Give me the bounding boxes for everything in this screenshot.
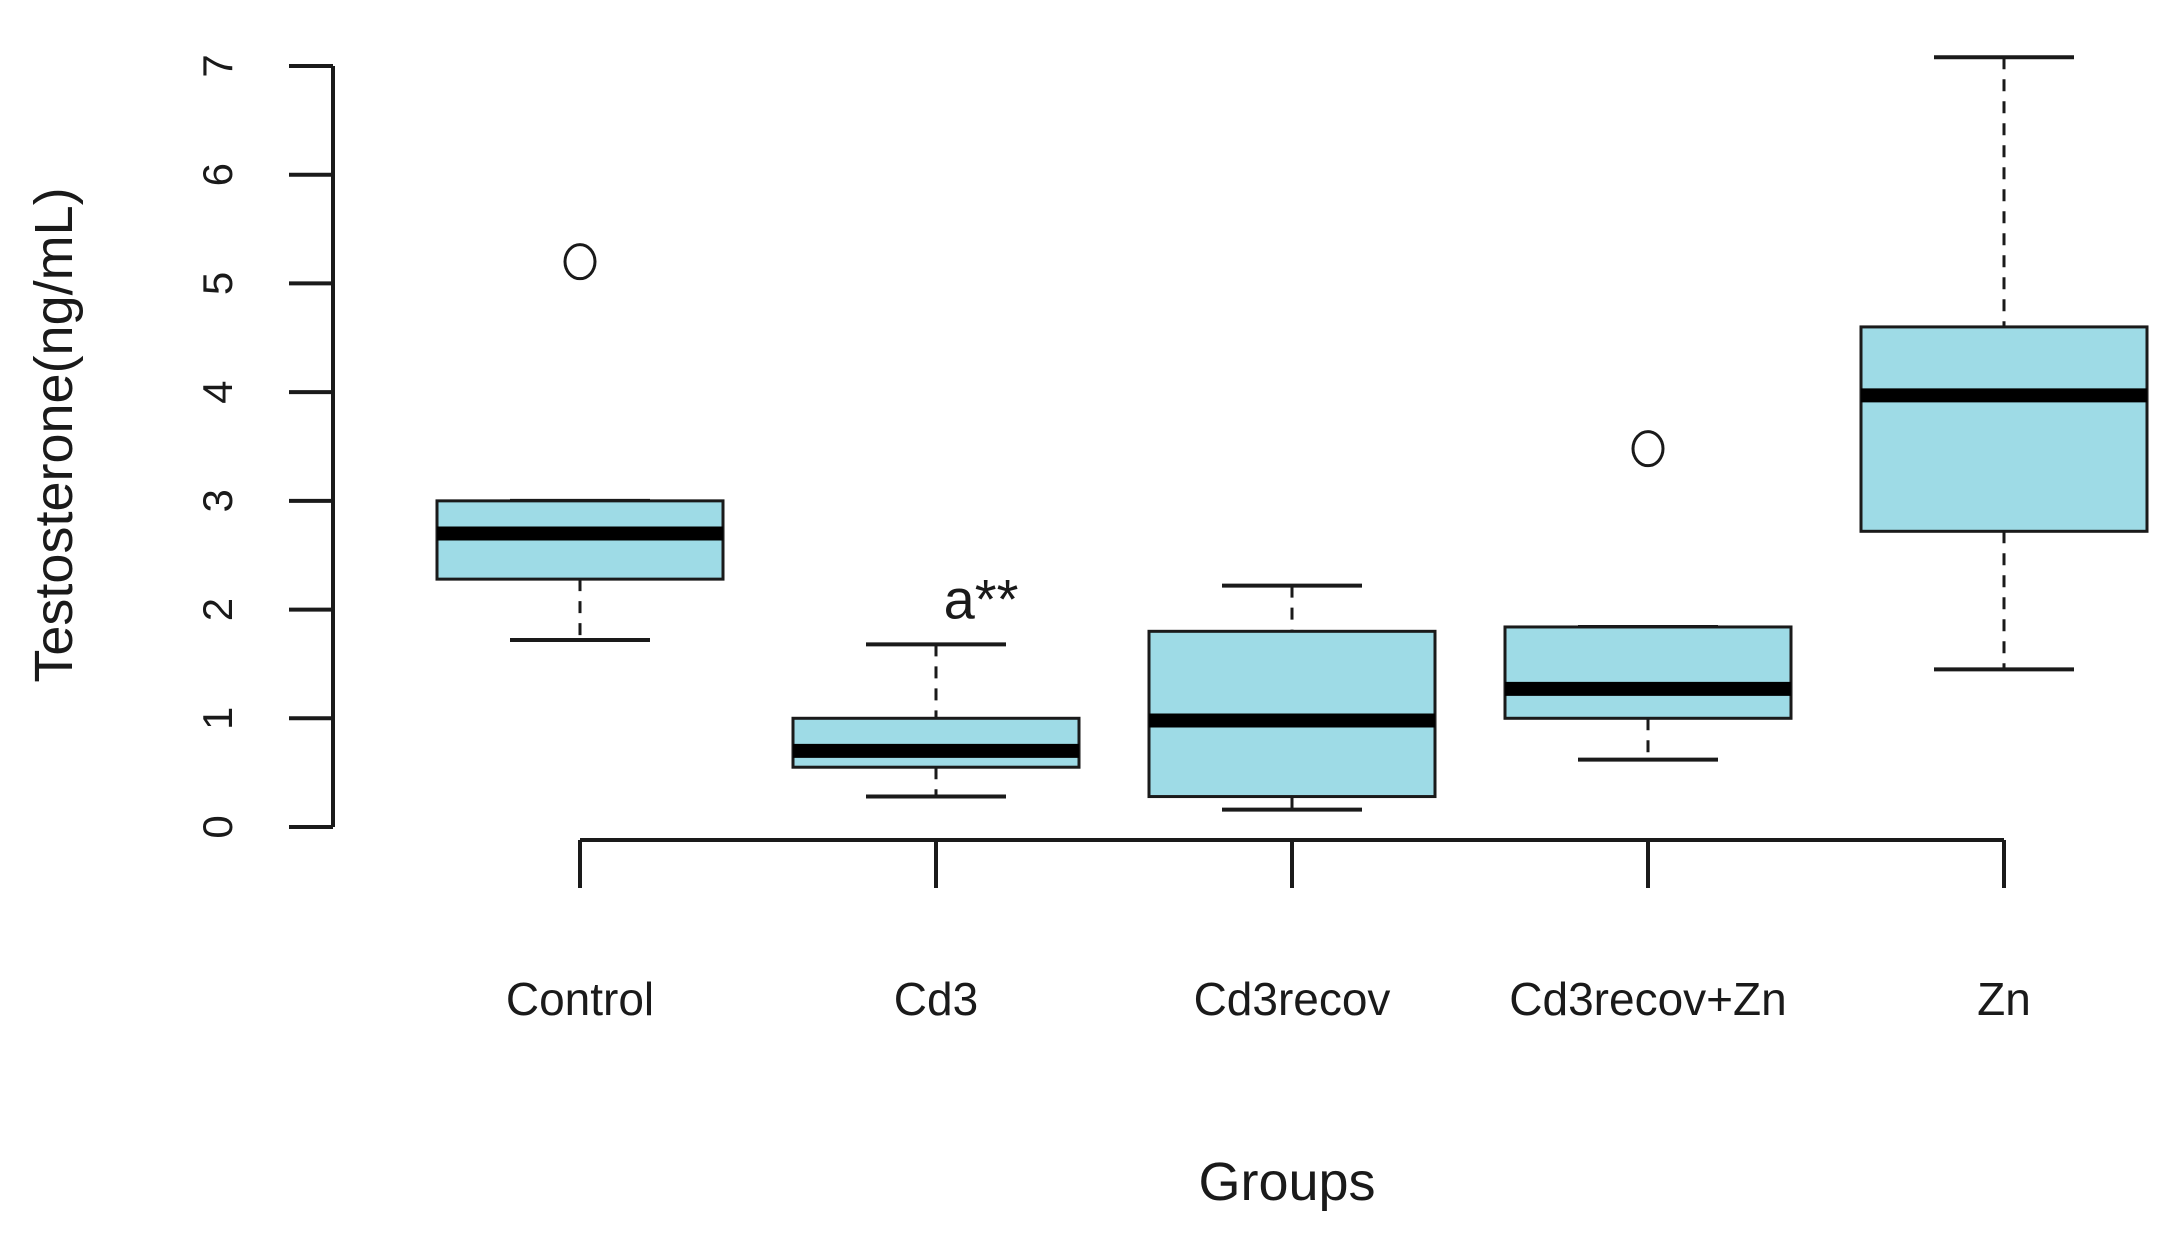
y-axis-title: Testosterone(ng/mL) — [24, 187, 84, 682]
iqr-box — [791, 716, 1081, 769]
y-tick-label: 3 — [194, 489, 241, 512]
significance-label: a** — [944, 568, 1019, 631]
iqr-box — [1859, 325, 2149, 533]
x-tick-label: Cd3recov — [1194, 973, 1391, 1025]
y-tick-label: 4 — [194, 380, 241, 403]
y-tick-label: 7 — [194, 54, 241, 77]
y-axis: 0 1 2 3 4 5 6 7 — [194, 54, 335, 839]
iqr-box — [1503, 625, 1793, 720]
y-tick-label: 6 — [194, 163, 241, 186]
box-Zn — [1859, 55, 2149, 672]
x-tick-label: Cd3 — [894, 973, 978, 1025]
box-Cd3recov — [1147, 583, 1437, 812]
box-Control — [435, 243, 725, 643]
annotations: a** — [944, 568, 1019, 631]
box-Cd3 — [791, 642, 1081, 799]
y-tick-label: 2 — [194, 598, 241, 621]
x-axis-title: Groups — [1198, 1152, 1375, 1212]
x-axis: Control Cd3 Cd3recov Cd3recov+Zn Zn — [506, 838, 2031, 1025]
boxes — [435, 55, 2149, 812]
x-tick-label: Cd3recov+Zn — [1509, 973, 1786, 1025]
box-Cd3recov+Zn — [1503, 430, 1793, 762]
x-tick-label: Zn — [1977, 973, 2031, 1025]
y-tick-label: 1 — [194, 707, 241, 730]
x-tick-label: Control — [506, 973, 654, 1025]
y-tick-label: 0 — [194, 815, 241, 838]
y-tick-label: 5 — [194, 272, 241, 295]
outlier-point — [1631, 430, 1665, 468]
outlier-point — [563, 243, 597, 281]
